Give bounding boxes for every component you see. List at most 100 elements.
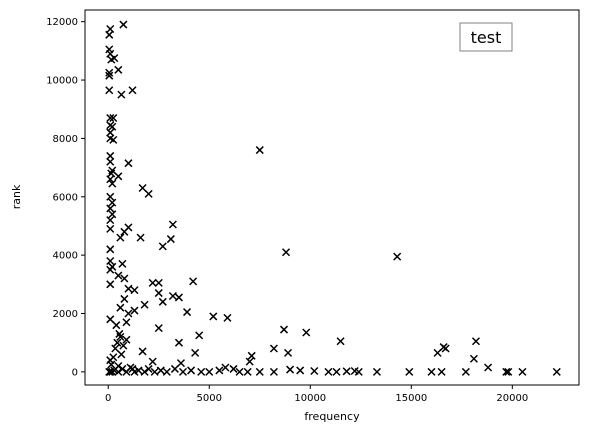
x-axis-ticks: 0 5000 10000 15000 20000 (105, 385, 528, 404)
data-point (504, 367, 513, 376)
data-point (221, 363, 230, 372)
data-point (124, 309, 133, 318)
data-point (108, 210, 117, 219)
data-point (372, 367, 381, 376)
x-tick-label: 10000 (294, 393, 326, 404)
data-point (205, 367, 214, 376)
data-point (150, 367, 159, 376)
data-point (140, 367, 149, 376)
data-point (269, 344, 278, 353)
data-point (130, 306, 139, 315)
data-point (106, 151, 115, 160)
data-point (158, 242, 167, 251)
data-point (144, 189, 153, 198)
data-point (106, 216, 115, 225)
data-point (111, 344, 120, 353)
data-point (140, 300, 149, 309)
data-point (332, 367, 341, 376)
data-point (107, 360, 116, 369)
data-point (461, 367, 470, 376)
data-point (109, 113, 118, 123)
y-tick-label: 4000 (53, 251, 78, 262)
data-point (106, 265, 115, 274)
data-point (405, 367, 414, 376)
data-point (112, 321, 121, 330)
data-point (154, 324, 163, 333)
y-axis-ticks: 0 2000 4000 6000 8000 10000 12000 (46, 17, 85, 378)
data-point (154, 289, 163, 298)
data-point (108, 367, 117, 376)
data-point (106, 204, 115, 213)
data-point (154, 278, 163, 287)
data-point (122, 367, 131, 376)
data-point (393, 252, 402, 261)
data-point (178, 367, 188, 376)
data-point (342, 367, 351, 376)
data-point (229, 364, 238, 373)
data-point (138, 183, 147, 193)
x-tick-label: 5000 (197, 393, 222, 404)
data-point (469, 354, 478, 363)
plot-background (85, 10, 579, 385)
data-point (105, 71, 114, 80)
data-point (269, 367, 278, 376)
data-point (191, 348, 200, 357)
data-point (209, 312, 218, 321)
x-tick-label: 0 (105, 393, 111, 404)
data-point (247, 351, 256, 360)
data-point (106, 315, 115, 324)
data-point (115, 329, 124, 338)
data-point (117, 90, 126, 99)
legend-box (459, 22, 513, 52)
data-point (148, 357, 157, 366)
data-point (158, 297, 167, 306)
data-point (148, 278, 157, 287)
data-point (195, 331, 204, 340)
data-point (114, 172, 123, 181)
data-point (168, 220, 177, 229)
data-point (437, 367, 446, 376)
data-point (105, 68, 114, 77)
data-point (128, 86, 137, 95)
data-point (215, 366, 224, 375)
legend: test (459, 22, 513, 52)
x-tick-label: 20000 (496, 393, 528, 404)
data-point (433, 348, 442, 357)
data-point (122, 318, 131, 327)
data-point (117, 350, 126, 359)
data-point (118, 364, 127, 373)
data-point (502, 367, 511, 376)
data-point (471, 337, 480, 346)
data-point (106, 157, 115, 166)
y-tick-label: 8000 (53, 134, 78, 145)
data-point (120, 294, 129, 303)
data-point (109, 353, 118, 362)
data-point (136, 233, 145, 242)
data-point (108, 198, 117, 207)
data-point (124, 159, 133, 168)
data-point (518, 367, 527, 376)
data-point (108, 179, 117, 188)
data-point (255, 146, 264, 155)
data-point (122, 335, 131, 344)
data-point (223, 313, 232, 322)
data-point (552, 367, 561, 376)
data-point (284, 348, 293, 357)
data-point (119, 341, 128, 350)
data-point (106, 245, 115, 254)
data-point (174, 293, 183, 302)
data-point (162, 367, 171, 376)
data-point (114, 65, 123, 74)
data-points (105, 20, 561, 376)
data-point (105, 30, 114, 39)
x-tick-label: 15000 (395, 393, 427, 404)
data-point (156, 366, 165, 375)
data-point (484, 363, 493, 372)
data-point (119, 20, 128, 29)
legend-label: test (471, 28, 502, 47)
data-point (113, 338, 122, 347)
data-point (114, 271, 123, 280)
x-axis-label: frequency (304, 410, 360, 423)
plot-frame (84, 9, 580, 386)
